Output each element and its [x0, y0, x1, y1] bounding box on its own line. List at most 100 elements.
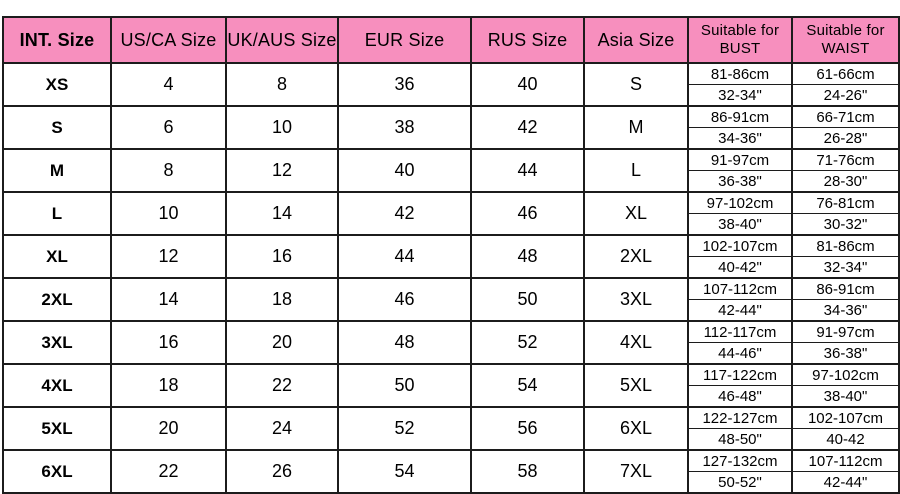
- cell-int-size: 5XL: [2, 406, 112, 451]
- table-row: L 10 14 42 46 XL 97-102cm 38-40" 76-81cm 30-32": [2, 191, 900, 236]
- cell-us-ca: 14: [110, 277, 227, 322]
- cell-eur: 50: [337, 363, 472, 408]
- cell-waist-cm: 76-81cm: [794, 194, 897, 214]
- cell-uk-aus: 22: [225, 363, 339, 408]
- cell-bust-cm: 91-97cm: [690, 151, 790, 171]
- cell-bust-cm: 81-86cm: [690, 65, 790, 85]
- cell-bust-split: 107-112cm 42-44": [690, 280, 790, 319]
- table-header: INT. Size US/CA Size UK/AUS Size EUR Siz…: [2, 16, 900, 64]
- cell-waist: 66-71cm 26-28": [791, 105, 900, 150]
- cell-waist: 102-107cm 40-42: [791, 406, 900, 451]
- cell-bust: 91-97cm 36-38": [687, 148, 793, 193]
- col-header-uk-aus: UK/AUS Size: [225, 16, 339, 64]
- cell-bust-split: 117-122cm 46-48": [690, 366, 790, 405]
- col-header-bust-line1: Suitable for: [700, 22, 780, 39]
- cell-bust-inches: 44-46": [718, 344, 762, 362]
- col-header-us-ca: US/CA Size: [110, 16, 227, 64]
- table-row: S 6 10 38 42 M 86-91cm 34-36" 66-71cm 26-28": [2, 105, 900, 150]
- cell-us-ca: 12: [110, 234, 227, 279]
- cell-waist: 91-97cm 36-38": [791, 320, 900, 365]
- cell-bust-inches: 50-52": [718, 473, 762, 491]
- cell-bust: 127-132cm 50-52": [687, 449, 793, 494]
- cell-eur: 52: [337, 406, 472, 451]
- cell-bust-split: 97-102cm 38-40": [690, 194, 790, 233]
- cell-bust-split: 81-86cm 32-34": [690, 65, 790, 104]
- cell-bust-inches: 38-40": [718, 215, 762, 233]
- table-row: 5XL 20 24 52 56 6XL 122-127cm 48-50" 102-107cm 40…: [2, 406, 900, 451]
- cell-eur: 36: [337, 62, 472, 107]
- cell-bust-inches: 36-38": [718, 172, 762, 190]
- cell-uk-aus: 26: [225, 449, 339, 494]
- col-header-int-size: INT. Size: [2, 16, 112, 64]
- cell-waist-split: 102-107cm 40-42: [794, 409, 897, 448]
- cell-us-ca: 6: [110, 105, 227, 150]
- cell-bust-cm: 127-132cm: [690, 452, 790, 472]
- col-header-asia: Asia Size: [583, 16, 689, 64]
- cell-bust-inches: 42-44": [718, 301, 762, 319]
- size-chart: INT. Size US/CA Size UK/AUS Size EUR Siz…: [2, 16, 900, 494]
- cell-bust: 86-91cm 34-36": [687, 105, 793, 150]
- cell-rus: 52: [470, 320, 585, 365]
- cell-bust: 102-107cm 40-42": [687, 234, 793, 279]
- cell-uk-aus: 10: [225, 105, 339, 150]
- cell-int-size: 2XL: [2, 277, 112, 322]
- col-header-rus: RUS Size: [470, 16, 585, 64]
- col-header-bust: Suitable for BUST: [687, 16, 793, 64]
- cell-asia: XL: [583, 191, 689, 236]
- cell-waist-cm: 71-76cm: [794, 151, 897, 171]
- cell-waist-inches: 36-38": [823, 344, 868, 362]
- cell-waist-cm: 61-66cm: [794, 65, 897, 85]
- cell-rus: 58: [470, 449, 585, 494]
- cell-waist-inches: 40-42: [826, 430, 865, 448]
- cell-bust-inches: 48-50": [718, 430, 762, 448]
- cell-waist-cm: 107-112cm: [794, 452, 897, 472]
- cell-bust-split: 122-127cm 48-50": [690, 409, 790, 448]
- cell-asia: 3XL: [583, 277, 689, 322]
- cell-waist-split: 97-102cm 38-40": [794, 366, 897, 405]
- cell-waist-split: 71-76cm 28-30": [794, 151, 897, 190]
- cell-rus: 40: [470, 62, 585, 107]
- cell-waist: 81-86cm 32-34": [791, 234, 900, 279]
- cell-waist-inches: 30-32": [823, 215, 868, 233]
- cell-waist-split: 76-81cm 30-32": [794, 194, 897, 233]
- cell-us-ca: 8: [110, 148, 227, 193]
- cell-waist-split: 86-91cm 34-36": [794, 280, 897, 319]
- cell-bust-cm: 117-122cm: [690, 366, 790, 386]
- cell-waist-inches: 32-34": [823, 258, 868, 276]
- cell-asia: 5XL: [583, 363, 689, 408]
- cell-waist-cm: 102-107cm: [794, 409, 897, 429]
- cell-uk-aus: 8: [225, 62, 339, 107]
- cell-waist-cm: 97-102cm: [794, 366, 897, 386]
- cell-waist-split: 61-66cm 24-26": [794, 65, 897, 104]
- cell-waist-cm: 86-91cm: [794, 280, 897, 300]
- cell-rus: 48: [470, 234, 585, 279]
- cell-bust-split: 112-117cm 44-46": [690, 323, 790, 362]
- cell-waist-inches: 34-36": [823, 301, 868, 319]
- cell-rus: 44: [470, 148, 585, 193]
- cell-waist-cm: 81-86cm: [794, 237, 897, 257]
- cell-waist: 86-91cm 34-36": [791, 277, 900, 322]
- cell-waist-split: 66-71cm 26-28": [794, 108, 897, 147]
- cell-eur: 40: [337, 148, 472, 193]
- cell-eur: 42: [337, 191, 472, 236]
- cell-waist-split: 107-112cm 42-44": [794, 452, 897, 491]
- cell-bust: 81-86cm 32-34": [687, 62, 793, 107]
- cell-uk-aus: 20: [225, 320, 339, 365]
- cell-int-size: 4XL: [2, 363, 112, 408]
- cell-rus: 54: [470, 363, 585, 408]
- cell-bust-split: 127-132cm 50-52": [690, 452, 790, 491]
- cell-bust-cm: 122-127cm: [690, 409, 790, 429]
- cell-asia: 7XL: [583, 449, 689, 494]
- table-row: 6XL 22 26 54 58 7XL 127-132cm 50-52" 107-112cm 42…: [2, 449, 900, 494]
- cell-waist-inches: 42-44": [823, 473, 868, 491]
- cell-bust-inches: 40-42": [718, 258, 762, 276]
- cell-bust-inches: 46-48": [718, 387, 762, 405]
- cell-eur: 54: [337, 449, 472, 494]
- cell-int-size: XS: [2, 62, 112, 107]
- cell-int-size: M: [2, 148, 112, 193]
- cell-bust: 107-112cm 42-44": [687, 277, 793, 322]
- cell-bust-inches: 34-36": [718, 129, 762, 147]
- cell-asia: L: [583, 148, 689, 193]
- cell-int-size: XL: [2, 234, 112, 279]
- cell-asia: 2XL: [583, 234, 689, 279]
